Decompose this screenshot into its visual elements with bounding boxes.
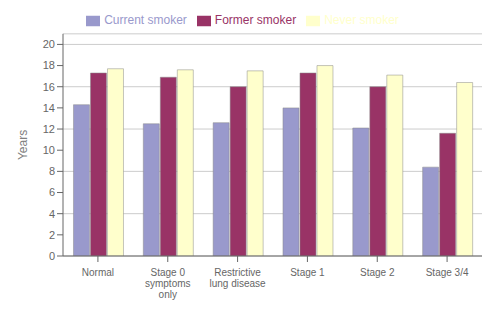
svg-text:12: 12 [43,123,55,135]
svg-text:Stage 3/4: Stage 3/4 [426,267,469,278]
svg-text:Stage 0symptomsonly: Stage 0symptomsonly [145,267,191,300]
svg-text:Stage 1: Stage 1 [290,267,325,278]
svg-text:18: 18 [43,59,55,71]
svg-text:20: 20 [43,38,55,50]
svg-text:Restrictivelung disease: Restrictivelung disease [210,267,267,289]
svg-text:Normal: Normal [82,267,114,278]
svg-text:6: 6 [49,186,55,198]
svg-text:8: 8 [49,165,55,177]
svg-text:Stage 2: Stage 2 [360,267,395,278]
svg-text:2: 2 [49,229,55,241]
svg-text:4: 4 [49,208,55,220]
svg-text:16: 16 [43,81,55,93]
html-text:Former smoker: Former smoker [214,13,297,27]
svg-text:Years: Years [16,130,30,160]
html-text:Current smoker: Current smoker [104,13,187,27]
html-text:Never smoker: Never smoker [324,13,399,27]
svg-text:0: 0 [49,250,55,262]
svg-text:10: 10 [43,144,55,156]
svg-text:14: 14 [43,102,55,114]
